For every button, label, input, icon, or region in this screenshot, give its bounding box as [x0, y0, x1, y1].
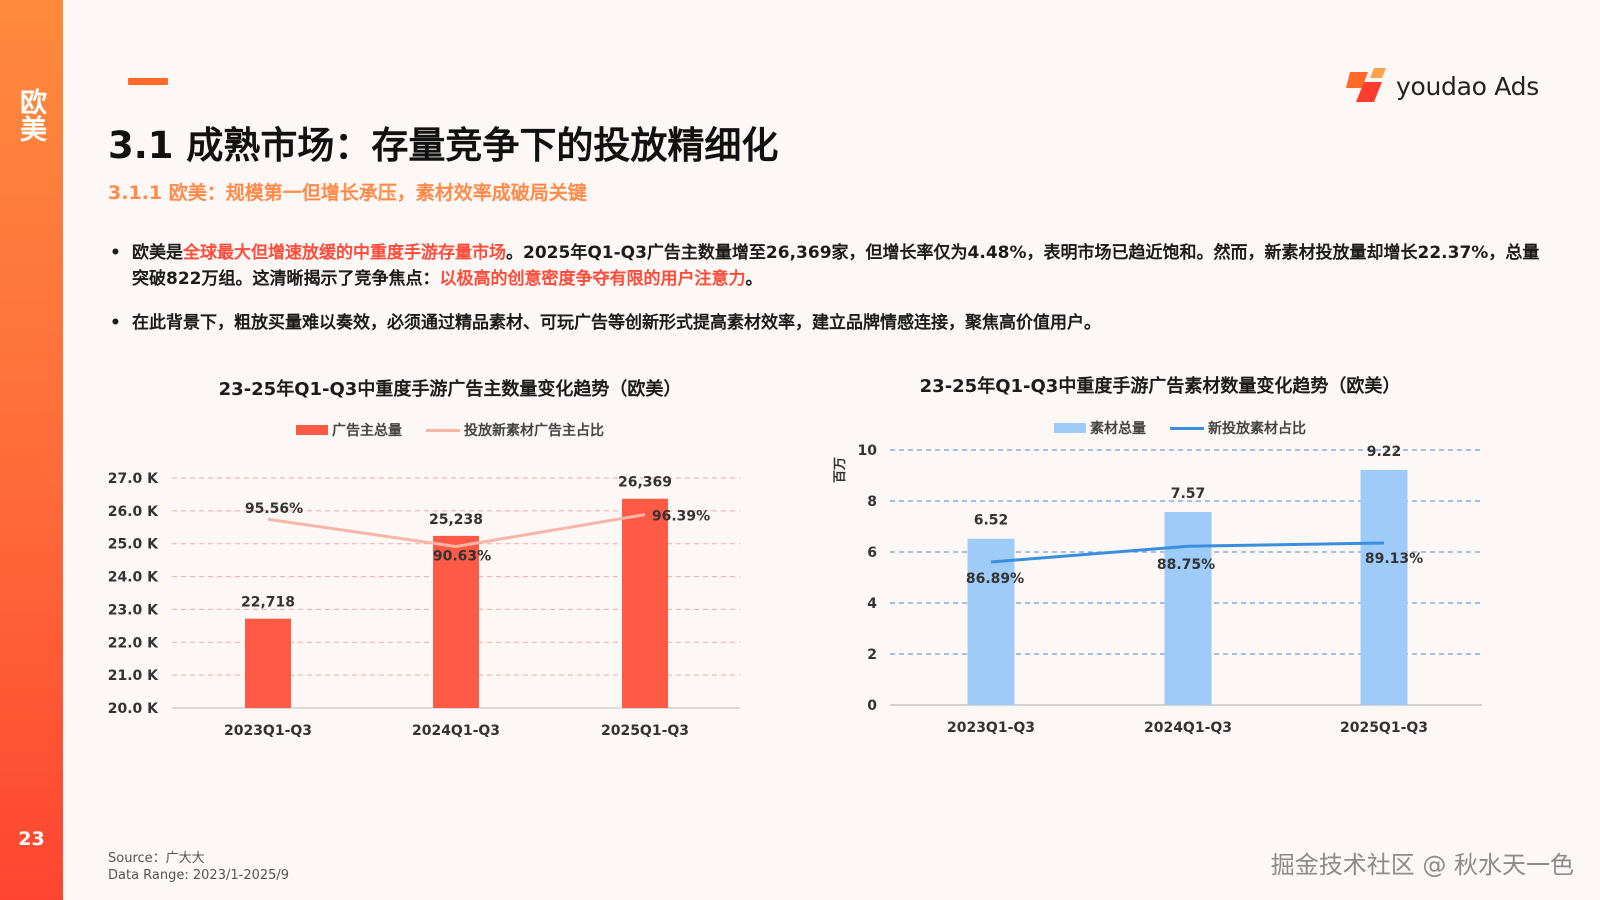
line-value-label: 88.75%	[1157, 557, 1215, 573]
right-chart: 0 2 4 6 8 10 百万 6.52 2023Q1-Q3 7.57 2024Q1-Q3 9.22 2…	[833, 443, 1482, 736]
bullet-dot: •	[110, 313, 121, 333]
y-tick-label: 4	[867, 596, 877, 612]
bar	[245, 618, 291, 708]
y-tick-label: 22.0 K	[108, 635, 159, 651]
series-line	[267, 513, 646, 549]
legend-item-line: 投放新素材广告主占比	[426, 420, 604, 440]
x-tick-label: 2023Q1-Q3	[224, 723, 312, 739]
x-tick-label: 2024Q1-Q3	[412, 723, 500, 739]
y-tick-label: 26.0 K	[108, 504, 159, 520]
youdao-ads-logo: youdao Ads	[1344, 66, 1539, 106]
right-chart-legend: 素材总量 新投放素材占比	[1054, 418, 1330, 438]
data-range-text: Data Range: 2023/1-2025/9	[108, 868, 290, 883]
line-value-label: 96.39%	[652, 509, 710, 525]
legend-label: 素材总量	[1090, 421, 1146, 437]
legend-item-bar: 素材总量	[1054, 418, 1146, 438]
line-value-label: 86.89%	[966, 571, 1024, 587]
watermark: 掘金技术社区 @ 秋水天一色	[1270, 851, 1574, 879]
left-chart-legend: 广告主总量 投放新素材广告主占比	[296, 420, 628, 440]
right-chart-title: 23-25年Q1-Q3中重度手游广告素材数量变化趋势（欧美）	[919, 376, 1401, 397]
bullet-item: • 欧美是全球最大但增速放缓的中重度手游存量市场。2025年Q1-Q3广告主数量…	[108, 240, 1548, 292]
bullet-text: 。2025年Q1-Q3广告主数量增至26,369家，但增长率仅为4.48%，表明…	[132, 243, 1540, 289]
source-text: Source：广大大	[108, 851, 205, 866]
bar-value-label: 7.57	[1171, 486, 1206, 502]
y-axis-label: 百万	[833, 457, 848, 483]
bullet-text: 在此背景下，粗放买量难以奏效，必须通过精品素材、可玩广告等创新形式提高素材效率，…	[132, 313, 1101, 333]
y-tick-label: 8	[867, 494, 877, 510]
legend-swatch	[1054, 423, 1086, 433]
x-tick-label: 2023Q1-Q3	[947, 720, 1035, 736]
region-label: 欧美	[15, 88, 46, 142]
y-tick-label: 25.0 K	[108, 537, 159, 553]
y-tick-label: 2	[867, 647, 877, 663]
page-subtitle: 3.1.1 欧美：规模第一但增长承压，素材效率成破局关键	[108, 182, 587, 204]
bar-value-label: 22,718	[241, 595, 295, 611]
bar	[622, 498, 668, 708]
line-value-label: 90.63%	[433, 549, 491, 565]
line-value-label: 95.56%	[245, 501, 303, 517]
legend-item-bar: 广告主总量	[296, 420, 402, 440]
y-tick-label: 24.0 K	[108, 570, 159, 586]
bullet-text: 欧美是	[132, 243, 183, 263]
bullet-text: 。	[745, 269, 763, 289]
y-tick-label: 21.0 K	[108, 668, 159, 684]
bar	[1360, 469, 1408, 705]
series-line	[990, 541, 1385, 564]
bar	[433, 535, 479, 708]
legend-swatch	[1170, 426, 1204, 430]
y-tick-label: 6	[867, 545, 877, 561]
sidebar: 欧美 23	[0, 0, 63, 900]
y-tick-label: 27.0 K	[108, 471, 159, 487]
bar-value-label: 6.52	[974, 513, 1009, 529]
legend-item-line: 新投放素材占比	[1170, 418, 1306, 438]
bullet-item: • 在此背景下，粗放买量难以奏效，必须通过精品素材、可玩广告等创新形式提高素材效…	[108, 310, 1548, 336]
bar	[1164, 511, 1212, 705]
page-number: 23	[18, 828, 45, 850]
source-note: Source：广大大 Data Range: 2023/1-2025/9	[108, 850, 289, 884]
bar-value-label: 9.22	[1367, 444, 1402, 460]
left-chart-title: 23-25年Q1-Q3中重度手游广告主数量变化趋势（欧美）	[218, 379, 682, 400]
accent-dash	[128, 78, 168, 85]
bar-value-label: 26,369	[618, 475, 672, 491]
legend-label: 投放新素材广告主占比	[464, 423, 604, 439]
line-value-label: 89.13%	[1365, 551, 1423, 567]
bullet-list: • 欧美是全球最大但增速放缓的中重度手游存量市场。2025年Q1-Q3广告主数量…	[108, 240, 1548, 354]
bullet-dot: •	[110, 243, 121, 263]
left-chart: 20.0 K 21.0 K 22.0 K 23.0 K 24.0 K 25.0 K 26.0…	[108, 471, 740, 739]
x-tick-label: 2025Q1-Q3	[1340, 720, 1428, 736]
y-tick-label: 23.0 K	[108, 602, 159, 618]
bar	[967, 538, 1015, 705]
x-tick-label: 2025Q1-Q3	[601, 723, 689, 739]
page-title: 3.1 成熟市场：存量竞争下的投放精细化	[108, 124, 779, 167]
y-tick-label: 10	[858, 443, 878, 459]
y-tick-label: 0	[867, 698, 877, 714]
bullet-highlight: 以极高的创意密度争夺有限的用户注意力	[439, 269, 746, 289]
bar-value-label: 25,238	[429, 512, 483, 528]
logo-text: youdao Ads	[1396, 71, 1539, 101]
legend-label: 新投放素材占比	[1208, 421, 1306, 437]
legend-swatch	[296, 425, 328, 435]
legend-swatch	[426, 428, 460, 432]
youdao-logo-icon	[1346, 68, 1386, 102]
x-tick-label: 2024Q1-Q3	[1144, 720, 1232, 736]
bullet-highlight: 全球最大但增速放缓的中重度手游存量市场	[183, 243, 506, 263]
legend-label: 广告主总量	[332, 423, 402, 439]
y-tick-label: 20.0 K	[108, 701, 159, 717]
